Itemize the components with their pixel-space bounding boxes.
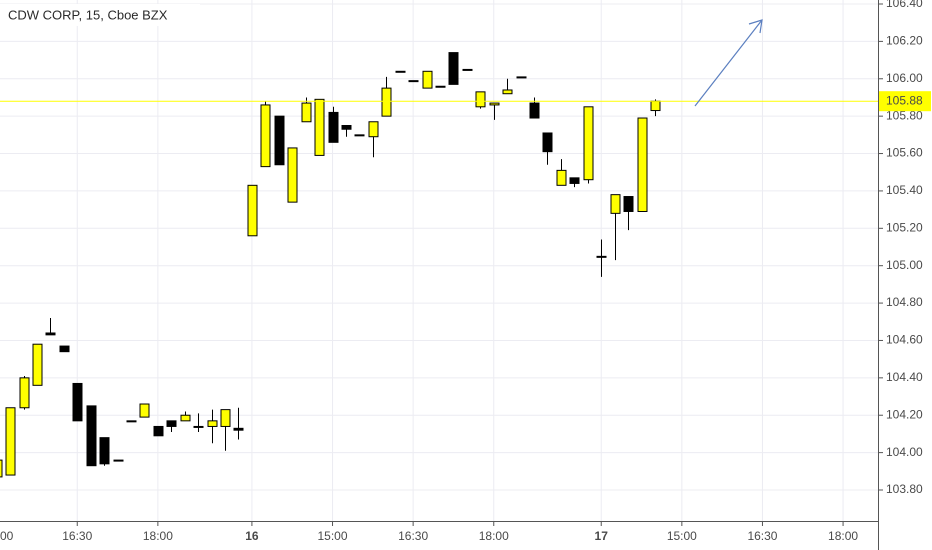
y-tick-label: 106.40: [886, 0, 923, 10]
x-tick-label: 18:00: [479, 529, 509, 543]
x-tick-label: 17: [595, 529, 609, 543]
candle-body: [180, 414, 191, 422]
candle-body: [542, 132, 553, 153]
x-tick-label: 18:00: [828, 529, 858, 543]
x-tick-label: 16:30: [747, 529, 777, 543]
y-tick-label: 104.80: [886, 295, 923, 309]
trend-arrow: [694, 19, 763, 107]
candle-body: [610, 194, 621, 214]
candle-body: [19, 377, 30, 409]
grid: [0, 0, 878, 521]
candle-body: [126, 420, 137, 423]
candle-body: [516, 76, 527, 79]
y-tick-label: 104.00: [886, 445, 923, 459]
y-tick-label: 105.00: [886, 258, 923, 272]
candle-body: [408, 80, 419, 83]
y-tick-label: 105.40: [886, 183, 923, 197]
candle-body: [260, 104, 271, 168]
last-price-box: [879, 91, 931, 112]
candle-body: [489, 102, 500, 106]
candle-body: [623, 196, 634, 212]
candle-body: [637, 117, 648, 212]
candle-body: [422, 70, 433, 89]
y-tick-label: 105.20: [886, 220, 923, 234]
candle-body: [32, 343, 43, 386]
candle-body: [650, 100, 661, 112]
x-tick-label: 16:30: [62, 529, 92, 543]
y-tick-label: 104.40: [886, 370, 923, 384]
candle-body: [462, 68, 473, 71]
y-tick-label: 105.60: [886, 146, 923, 160]
candle-body: [274, 115, 285, 166]
candle-body: [368, 121, 379, 138]
y-tick-label: 105.80: [886, 108, 923, 122]
candle-body: [287, 147, 298, 203]
candle-body: [139, 403, 150, 418]
candle-body: [99, 437, 110, 465]
candle-body: [341, 125, 352, 130]
candle-body: [314, 98, 325, 156]
candle-body: [502, 89, 513, 95]
candle-body: [59, 345, 70, 353]
candle-body: [569, 177, 580, 184]
y-tick-label: 104.20: [886, 407, 923, 421]
candle-body: [72, 382, 83, 422]
candle-body: [153, 425, 164, 437]
candle-body: [301, 102, 312, 123]
title-bg: [0, 4, 200, 26]
candle-body: [5, 407, 16, 476]
candle-body: [381, 87, 392, 117]
x-tick-label: 15:00: [667, 529, 697, 543]
candle-body: [475, 91, 486, 108]
candle-body: [435, 85, 446, 88]
candle-body: [86, 405, 97, 467]
x-tick-label: 18:00: [143, 529, 173, 543]
y-tick-label: 106.20: [886, 34, 923, 48]
candle-body: [207, 420, 218, 427]
candle-body: [596, 255, 607, 258]
y-tick-label: 106.00: [886, 71, 923, 85]
candle-body: [556, 169, 567, 186]
plot-area: [0, 52, 878, 478]
x-tick-label: 00: [0, 529, 14, 543]
candle-body: [395, 70, 406, 73]
x-tick-label: 16:30: [398, 529, 428, 543]
candle-body: [529, 102, 540, 119]
last-price-label: 105.88: [886, 93, 923, 107]
x-tick-label: 16: [245, 529, 259, 543]
candle-body: [328, 111, 339, 143]
y-tick-label: 103.80: [886, 482, 923, 496]
candle-body: [233, 427, 244, 431]
candle-body: [166, 420, 177, 427]
candle-body: [448, 52, 459, 85]
candle-body: [113, 459, 124, 462]
candle-body: [354, 134, 365, 137]
x-tick-label: 15:00: [318, 529, 348, 543]
y-tick-label: 104.60: [886, 333, 923, 347]
candle-body: [220, 409, 231, 427]
candle-body: [0, 459, 3, 478]
candle-body: [193, 425, 204, 428]
candle-body: [45, 332, 56, 336]
chart-title: CDW CORP, 15, Cboe BZX: [8, 7, 168, 22]
candle-body: [583, 106, 594, 181]
candle-body: [247, 184, 258, 237]
